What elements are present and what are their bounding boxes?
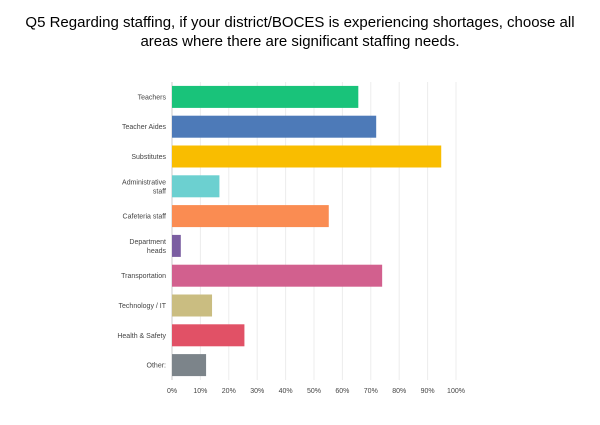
category-label: Other:	[147, 363, 167, 370]
category-label: Substitutes	[131, 154, 166, 161]
category-label: Teacher Aides	[122, 124, 166, 131]
bar[interactable]	[172, 205, 329, 228]
x-tick-label: 90%	[421, 388, 435, 395]
x-tick-label: 10%	[193, 388, 207, 395]
x-tick-label: 80%	[392, 388, 406, 395]
x-tick-label: 70%	[364, 388, 378, 395]
bar[interactable]	[172, 264, 383, 287]
category-label: Transportation	[121, 273, 166, 280]
bar[interactable]	[172, 234, 181, 257]
category-label: Technology / IT	[119, 303, 167, 310]
bar[interactable]	[172, 85, 359, 108]
category-label: Teachers	[138, 94, 167, 101]
x-tick-label: 20%	[222, 388, 236, 395]
x-tick-label: 0%	[167, 388, 177, 395]
bar[interactable]	[172, 354, 207, 377]
category-label: Cafeteria staff	[123, 214, 167, 221]
category-label: Department	[129, 239, 166, 246]
x-tick-label: 100%	[447, 388, 465, 395]
bar[interactable]	[172, 175, 220, 198]
x-tick-label: 30%	[250, 388, 264, 395]
x-tick-label: 40%	[279, 388, 293, 395]
x-tick-label: 50%	[307, 388, 321, 395]
category-label: Administrative	[122, 179, 166, 186]
bar[interactable]	[172, 324, 245, 347]
x-tick-label: 60%	[335, 388, 349, 395]
category-label: heads	[147, 248, 167, 255]
bar[interactable]	[172, 115, 377, 138]
bar[interactable]	[172, 294, 213, 317]
category-label: Health & Safety	[117, 333, 166, 340]
chart-title: Q5 Regarding staffing, if your district/…	[25, 14, 575, 50]
bar[interactable]	[172, 145, 442, 168]
category-label: staff	[153, 188, 166, 195]
